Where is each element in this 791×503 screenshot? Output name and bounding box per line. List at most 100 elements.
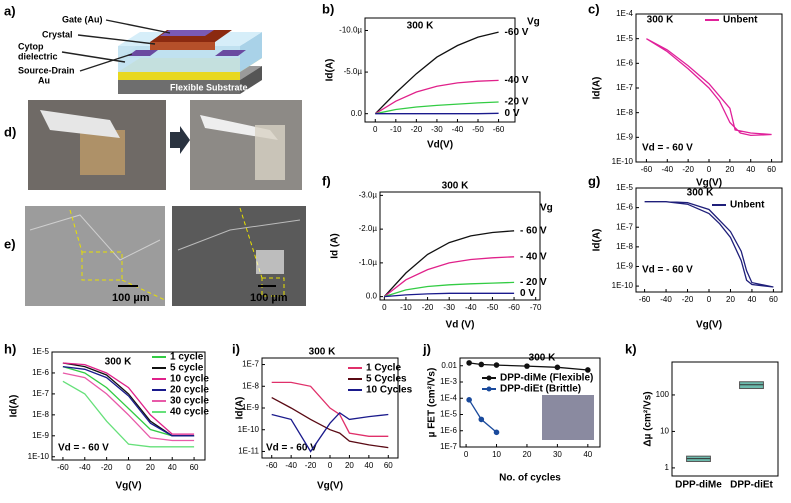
x-tick-label: -20 — [682, 295, 694, 304]
legend-label: 10 Cycles — [366, 385, 413, 396]
legend-marker — [487, 387, 492, 392]
y-tick-label: 1E-7 — [242, 360, 259, 369]
annotation: Vd = - 60 V — [58, 443, 109, 454]
x-tick-label: -40 — [662, 165, 674, 174]
y-tick-label: 1E-5 — [616, 34, 633, 43]
x-tick-label: 0 — [126, 463, 131, 472]
panel-label: j) — [422, 341, 431, 356]
chart-title: 300 K — [687, 188, 714, 199]
legend-marker — [487, 376, 492, 381]
x-tick-label: -60 — [508, 303, 520, 312]
legend-title: Vg — [527, 17, 540, 28]
x-tick-label: 20 — [146, 463, 155, 472]
x-tick-label: 60 — [190, 463, 199, 472]
y-tick-label: 1E-9 — [616, 262, 633, 271]
x-tick-label: -40 — [285, 461, 297, 470]
legend-label: 20 cycle — [170, 385, 209, 396]
x-tick-label: 0 — [382, 303, 387, 312]
y-tick-label: 100 — [656, 390, 670, 399]
panel-label: i) — [232, 341, 240, 356]
panel-label: b) — [322, 1, 334, 16]
x-tick-label: -20 — [411, 125, 423, 134]
layer-label: Au — [38, 75, 50, 85]
scale-bar-label: 100 µm — [112, 292, 150, 304]
x-tick-label: -20 — [422, 303, 434, 312]
point — [494, 362, 500, 368]
panel-label: g) — [588, 173, 600, 188]
layer-label: Flexible Substrate — [170, 82, 248, 92]
x-tick-label: -50 — [487, 303, 499, 312]
x-tick-label: 60 — [384, 461, 393, 470]
y-tick-label: 1E-5 — [32, 347, 49, 356]
y-tick-label: 1E-8 — [616, 242, 633, 251]
x-tick-label: -40 — [465, 303, 477, 312]
point — [494, 430, 500, 436]
y-axis-label: Id(A) — [325, 59, 336, 82]
y-tick-label: 1E-7 — [440, 442, 457, 451]
y-tick-label: 1E-8 — [616, 108, 633, 117]
x-tick-label: -30 — [443, 303, 455, 312]
arrow — [170, 126, 190, 154]
x-tick-label: 40 — [747, 295, 756, 304]
y-tick-label: 1E-7 — [616, 83, 633, 92]
y-tick-label: 1E-7 — [32, 389, 49, 398]
y-tick-label: 1E-6 — [440, 426, 457, 435]
legend-title: Vg — [540, 203, 553, 214]
series-line — [469, 400, 496, 433]
x-tick-label: -20 — [305, 461, 317, 470]
x-tick-label: 10 — [492, 450, 501, 459]
x-tick-label: 30 — [553, 450, 562, 459]
x-tick-label: 0 — [464, 450, 469, 459]
y-tick-label: 0.0 — [351, 109, 363, 118]
x-tick-label: -60 — [493, 125, 505, 134]
y-axis-label: Id (A) — [330, 233, 341, 259]
panel-label: d) — [4, 124, 16, 139]
series-line — [375, 80, 498, 113]
panel-label: a) — [4, 3, 16, 18]
x-tick-label: 40 — [583, 450, 592, 459]
y-tick-label: 1E-8 — [32, 410, 49, 419]
y-tick-label: 1E-6 — [32, 368, 49, 377]
legend-label: 5 Cycles — [366, 374, 407, 385]
chart-title: 300 K — [647, 15, 674, 26]
layer-label: Cytop — [18, 41, 44, 51]
series-label: - 40 V — [520, 251, 547, 262]
x-tick-label: -70 — [530, 303, 542, 312]
y-tick-label: 1E-10 — [28, 452, 50, 461]
y-tick-label: 0.01 — [441, 361, 457, 370]
point — [466, 360, 472, 366]
y-tick-label: 1E-8 — [242, 381, 259, 390]
x-axis-label: Vd (V) — [446, 320, 475, 331]
x-tick-label: -60 — [57, 463, 69, 472]
y-axis-label: Δµ (cm²/Vs) — [643, 391, 654, 446]
x-tick-label: 40 — [364, 461, 373, 470]
x-tick-label: 20 — [523, 450, 532, 459]
scale-bar-label: 100 µm — [250, 292, 288, 304]
x-tick-label: 20 — [726, 295, 735, 304]
series-line — [375, 32, 498, 114]
y-tick-label: 1E-9 — [32, 431, 49, 440]
x-tick-label: 40 — [168, 463, 177, 472]
series-label: 0 V — [505, 108, 520, 119]
y-tick-label: 1E-4 — [440, 393, 457, 402]
panel-label: h) — [4, 341, 16, 356]
legend-label: DPP-diMe (Flexible) — [500, 373, 593, 384]
y-tick-label: 1 — [665, 463, 670, 472]
x-tick-label: -40 — [660, 295, 672, 304]
legend-label: Unbent — [730, 200, 765, 211]
x-tick-label: DPP-diMe — [675, 480, 722, 491]
legend-label: 30 cycle — [170, 396, 209, 407]
x-tick-label: -10 — [400, 303, 412, 312]
point — [555, 365, 561, 371]
y-tick-label: 1E-3 — [440, 377, 457, 386]
x-axis-label: Vd(V) — [427, 140, 453, 151]
x-tick-label: -60 — [266, 461, 278, 470]
y-axis-label: Id(A) — [592, 77, 603, 100]
x-tick-label: -40 — [452, 125, 464, 134]
chart-title: 300 K — [442, 181, 469, 192]
series-label: 0 V — [520, 288, 535, 299]
photo — [190, 100, 302, 190]
legend-label: Unbent — [723, 15, 758, 26]
y-tick-label: -3.0µ — [359, 190, 378, 199]
chart-title: 300 K — [309, 347, 336, 358]
